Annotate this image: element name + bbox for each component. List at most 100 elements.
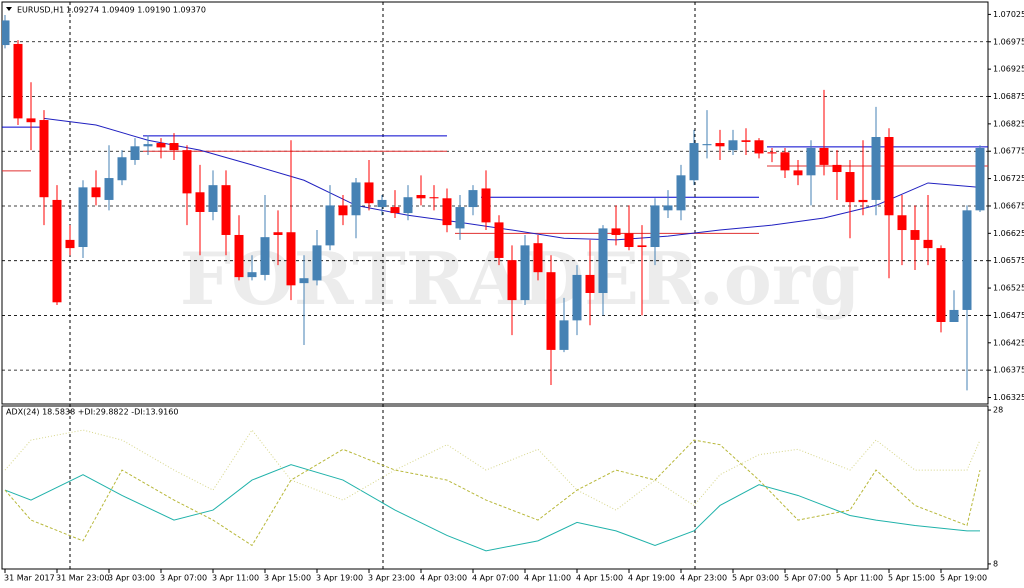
y-tick-label: 1.06725 bbox=[993, 174, 1024, 183]
candle-body bbox=[572, 274, 582, 321]
candle-body bbox=[806, 147, 816, 176]
candle-body bbox=[390, 207, 400, 214]
y-tick-label: 1.06625 bbox=[993, 229, 1024, 238]
candle-body bbox=[533, 243, 543, 273]
indicator-line bbox=[4, 464, 980, 552]
candle-body bbox=[2, 20, 10, 46]
candle-body bbox=[780, 152, 790, 171]
candle-body bbox=[507, 260, 517, 301]
moving-average bbox=[43, 117, 981, 241]
x-tick-label: 4 Apr 11:00 bbox=[524, 574, 571, 583]
x-tick-label: 5 Apr 19:00 bbox=[940, 574, 987, 583]
indicator-line bbox=[4, 439, 981, 547]
candle-body bbox=[13, 43, 23, 119]
x-tick-label: 4 Apr 03:00 bbox=[420, 574, 467, 583]
candle-body bbox=[195, 192, 205, 212]
candle-body bbox=[702, 144, 712, 146]
candle-body bbox=[767, 152, 777, 154]
candle-body bbox=[78, 187, 88, 248]
candle-body bbox=[416, 195, 426, 199]
candle-body bbox=[403, 197, 413, 214]
candle-body bbox=[104, 178, 114, 200]
candle-body bbox=[65, 239, 75, 249]
candle-body bbox=[936, 248, 946, 322]
candle-body bbox=[234, 234, 244, 278]
candle-body bbox=[858, 199, 868, 203]
candle-body bbox=[442, 198, 452, 226]
indicator-plot bbox=[4, 429, 981, 552]
x-tick-label: 31 Mar 2017 bbox=[4, 574, 55, 583]
x-tick-label: 31 Mar 23:00 bbox=[56, 574, 109, 583]
candle-body bbox=[637, 245, 647, 248]
candle-body bbox=[741, 140, 751, 142]
candle-body bbox=[299, 278, 309, 284]
candle-body bbox=[832, 164, 842, 173]
menu-arrow[interactable] bbox=[6, 7, 12, 11]
x-tick-label: 4 Apr 23:00 bbox=[680, 574, 727, 583]
price-plot bbox=[2, 14, 988, 391]
y-tick-label: 1.06475 bbox=[993, 311, 1024, 320]
indicator-title: ADX(24) 18.5838 +DI:29.8822 -DI:13.9160 bbox=[6, 408, 178, 417]
candle-body bbox=[364, 182, 374, 204]
y-tick-label: 1.06375 bbox=[993, 366, 1024, 375]
candle-body bbox=[819, 147, 829, 165]
y-tick-label: 1.06425 bbox=[993, 338, 1024, 347]
candle-body bbox=[338, 205, 348, 216]
candle-body bbox=[923, 239, 933, 249]
x-tick-label: 3 Apr 11:00 bbox=[212, 574, 259, 583]
y-tick-label: 1.06825 bbox=[993, 119, 1024, 128]
candle-body bbox=[260, 237, 270, 275]
indicator-line bbox=[4, 429, 981, 511]
candle-body bbox=[559, 320, 569, 350]
candle-body bbox=[156, 143, 166, 148]
x-tick-label: 4 Apr 07:00 bbox=[472, 574, 519, 583]
y-tick-label: 1.07025 bbox=[993, 10, 1024, 19]
candle-body bbox=[884, 137, 894, 216]
x-tick-label: 5 Apr 11:00 bbox=[836, 574, 883, 583]
candle-body bbox=[169, 143, 179, 151]
y-tick-label: 8 bbox=[993, 559, 998, 568]
x-tick-label: 3 Apr 23:00 bbox=[368, 574, 415, 583]
candle-body bbox=[962, 210, 972, 310]
candle-body bbox=[611, 228, 621, 235]
candle-body bbox=[845, 172, 855, 203]
x-tick-label: 3 Apr 07:00 bbox=[160, 574, 207, 583]
indicator-panel bbox=[1, 405, 989, 570]
candle-body bbox=[689, 143, 699, 181]
candle-body bbox=[312, 245, 322, 281]
candle-body bbox=[52, 199, 62, 303]
candle-body bbox=[468, 190, 478, 208]
y-tick-label: 28 bbox=[993, 406, 1003, 415]
candle-body bbox=[429, 197, 439, 199]
candle-body bbox=[676, 175, 686, 211]
x-tick-label: 3 Apr 19:00 bbox=[316, 574, 363, 583]
candle-body bbox=[351, 182, 361, 216]
candle-body bbox=[520, 245, 530, 301]
candle-body bbox=[728, 140, 738, 151]
candle-body bbox=[182, 150, 192, 194]
watermark: FORTRADER.org bbox=[180, 236, 860, 321]
x-tick-label: 5 Apr 15:00 bbox=[888, 574, 935, 583]
x-tick-label: 3 Apr 03:00 bbox=[108, 574, 155, 583]
symbol: EURUSD,H1 bbox=[17, 6, 64, 15]
candle-body bbox=[546, 272, 556, 350]
ohlc-header: 1.09274 1.09409 1.09190 1.09370 bbox=[66, 6, 206, 15]
main-panel bbox=[1, 1, 989, 405]
candle-body bbox=[26, 118, 36, 123]
y-tick-label: 1.06975 bbox=[993, 37, 1024, 46]
candle-body bbox=[481, 188, 491, 223]
y-tick-label: 1.06575 bbox=[993, 256, 1024, 265]
candle-body bbox=[897, 215, 907, 231]
candle-body bbox=[871, 137, 881, 200]
x-tick-label: 3 Apr 15:00 bbox=[264, 574, 311, 583]
candle-body bbox=[624, 233, 634, 248]
x-tick-label: 4 Apr 15:00 bbox=[576, 574, 623, 583]
candle-body bbox=[949, 309, 959, 322]
candle-body bbox=[273, 232, 283, 235]
axes: 1.07025 1.06975 1.06925 1.06875 1.06825 1.067… bbox=[4, 10, 1024, 583]
candle-body bbox=[754, 140, 764, 154]
candle-body bbox=[130, 146, 140, 160]
candle-body bbox=[585, 274, 595, 293]
candle-body bbox=[494, 222, 504, 258]
